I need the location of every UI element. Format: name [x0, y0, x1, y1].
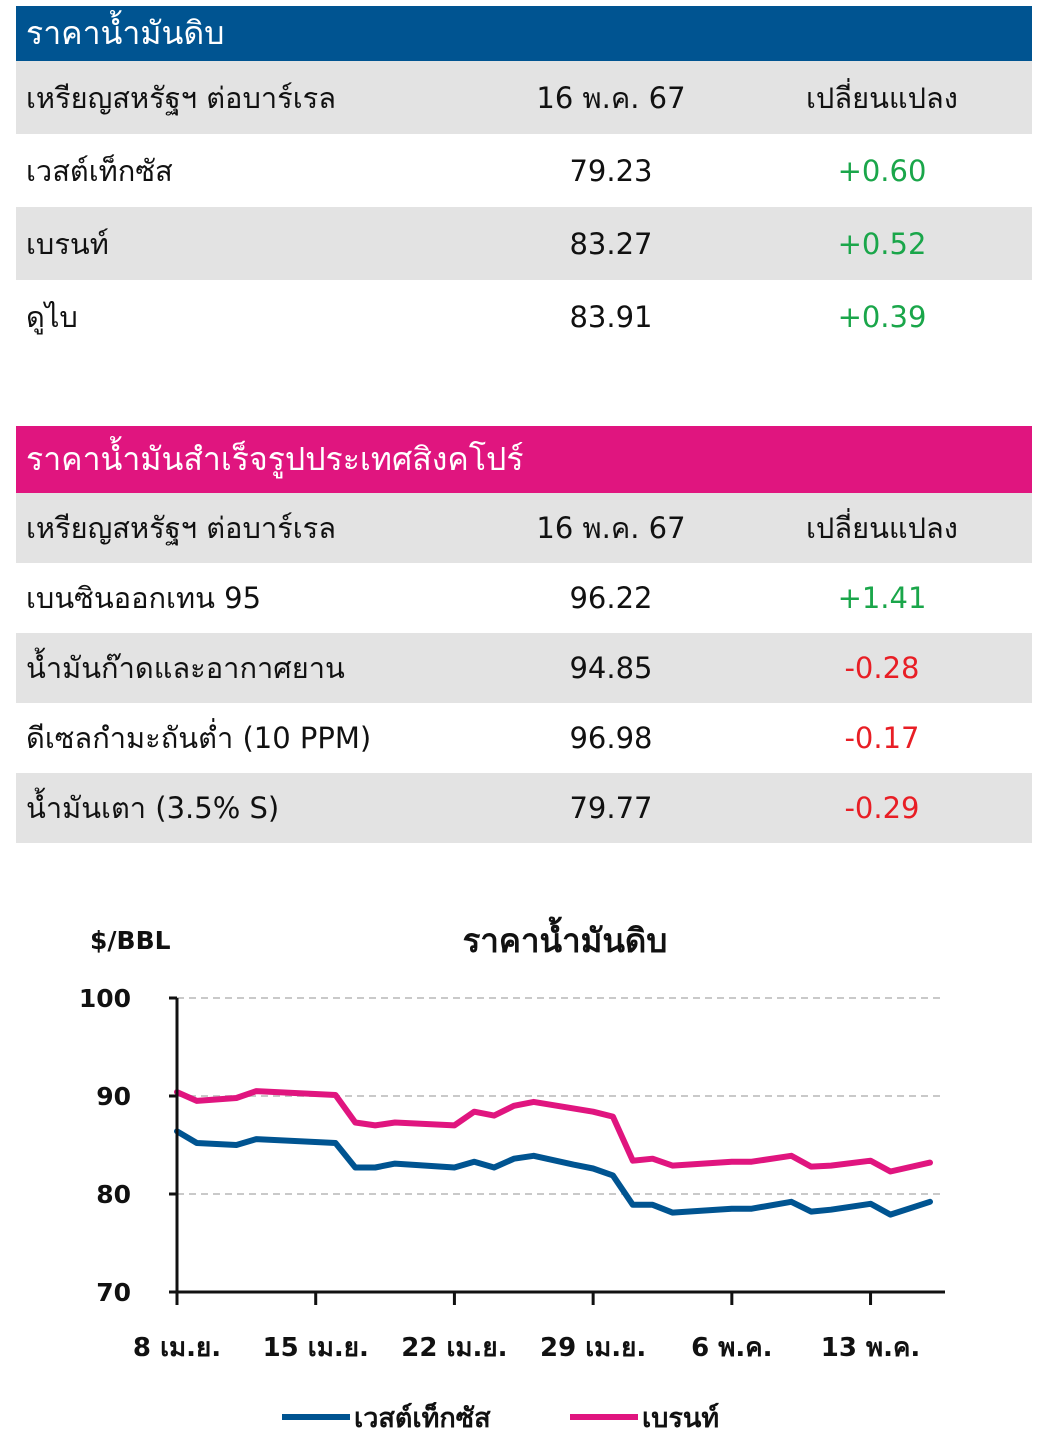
chart-axes: [169, 998, 945, 1294]
table-row: เบนซินออกเทน 95 96.22 +1.41: [16, 563, 1032, 633]
table-row: น้ำมันเตา (3.5% S) 79.77 -0.29: [16, 773, 1032, 843]
legend-label: เวสต์เท็กซัส: [354, 1400, 491, 1434]
product-name: เบรนท์: [26, 226, 109, 261]
change-header: เปลี่ยนแปลง: [806, 80, 958, 115]
unit-header: เหรียญสหรัฐฯ ต่อบาร์เรล: [26, 511, 336, 545]
change-value: +1.41: [837, 581, 927, 615]
singapore-product-table: ราคาน้ำมันสำเร็จรูปประเทศสิงคโปร์ เหรียญ…: [16, 426, 1032, 843]
date-header: 16 พ.ค. 67: [536, 511, 686, 545]
change-value: -0.17: [844, 721, 920, 755]
x-tick-label: 13 พ.ค.: [821, 1333, 921, 1363]
x-tick-label: 8 เม.ย.: [133, 1333, 221, 1363]
y-tick-label: 90: [96, 1082, 131, 1111]
product-name: เวสต์เท็กซัส: [26, 153, 173, 188]
x-tick-label: 29 เม.ย.: [540, 1333, 646, 1363]
product-name: น้ำมันก๊าดและอากาศยาน: [26, 651, 345, 685]
chart-gridlines: [177, 997, 945, 1195]
chart-legend: เวสต์เท็กซัส เบรนท์: [282, 1400, 719, 1434]
series-line: [174, 1128, 933, 1218]
singapore-table-title: ราคาน้ำมันสำเร็จรูปประเทศสิงคโปร์: [16, 426, 1032, 493]
table-row: ดูไบ 83.91 +0.39: [16, 280, 1032, 353]
x-tick-label: 22 เม.ย.: [401, 1333, 507, 1363]
y-tick-label: 100: [79, 984, 131, 1013]
change-header: เปลี่ยนแปลง: [806, 511, 958, 545]
y-tick-label: 80: [96, 1180, 131, 1209]
price-value: 96.22: [569, 581, 653, 615]
crude-oil-table-title: ราคาน้ำมันดิบ: [16, 6, 1032, 61]
product-name: ดูไบ: [26, 299, 78, 334]
unit-header: เหรียญสหรัฐฯ ต่อบาร์เรล: [26, 80, 336, 115]
change-value: -0.29: [844, 791, 920, 825]
crude-oil-price-chart: $/BBL ราคาน้ำมันดิบ 100 90 80 70 8 เม.ย. 15 …: [79, 916, 945, 1434]
price-value: 79.23: [569, 153, 653, 188]
change-value: +0.39: [837, 299, 927, 334]
change-value: +0.52: [837, 226, 927, 261]
product-name: เบนซินออกเทน 95: [26, 581, 262, 615]
table-row: เบรนท์ 83.27 +0.52: [16, 207, 1032, 280]
legend-label: เบรนท์: [642, 1402, 719, 1434]
table-row: น้ำมันก๊าดและอากาศยาน 94.85 -0.28: [16, 633, 1032, 703]
price-value: 83.91: [569, 299, 653, 334]
table-row: เวสต์เท็กซัส 79.23 +0.60: [16, 134, 1032, 207]
table-row: ดีเซลกำมะถันต่ำ (10 PPM) 96.98 -0.17: [16, 703, 1032, 773]
x-tick-label: 15 เม.ย.: [263, 1333, 369, 1363]
price-value: 96.98: [569, 721, 653, 755]
change-value: -0.28: [844, 651, 920, 685]
series-line: [174, 1088, 933, 1175]
chart-x-ticks: 8 เม.ย. 15 เม.ย. 22 เม.ย. 29 เม.ย. 6 พ.ค. 13 …: [133, 1292, 920, 1363]
chart-y-unit-label: $/BBL: [90, 926, 171, 955]
y-tick-label: 70: [96, 1278, 131, 1307]
price-value: 94.85: [569, 651, 653, 685]
price-value: 79.77: [569, 791, 653, 825]
product-name: น้ำมันเตา (3.5% S): [26, 791, 280, 825]
chart-y-ticks: 100 90 80 70: [79, 984, 177, 1307]
crude-oil-table-header: เหรียญสหรัฐฯ ต่อบาร์เรล 16 พ.ค. 67 เปลี่…: [16, 61, 1032, 134]
price-value: 83.27: [569, 226, 653, 261]
singapore-table-header: เหรียญสหรัฐฯ ต่อบาร์เรล 16 พ.ค. 67 เปลี่…: [16, 493, 1032, 563]
product-name: ดีเซลกำมะถันต่ำ (10 PPM): [26, 721, 372, 755]
chart-title: ราคาน้ำมันดิบ: [463, 916, 668, 960]
change-value: +0.60: [837, 153, 927, 188]
x-tick-label: 6 พ.ค.: [691, 1333, 772, 1363]
crude-oil-table: ราคาน้ำมันดิบ เหรียญสหรัฐฯ ต่อบาร์เรล 16…: [16, 6, 1032, 353]
chart-series: [174, 1088, 933, 1218]
date-header: 16 พ.ค. 67: [536, 80, 686, 115]
